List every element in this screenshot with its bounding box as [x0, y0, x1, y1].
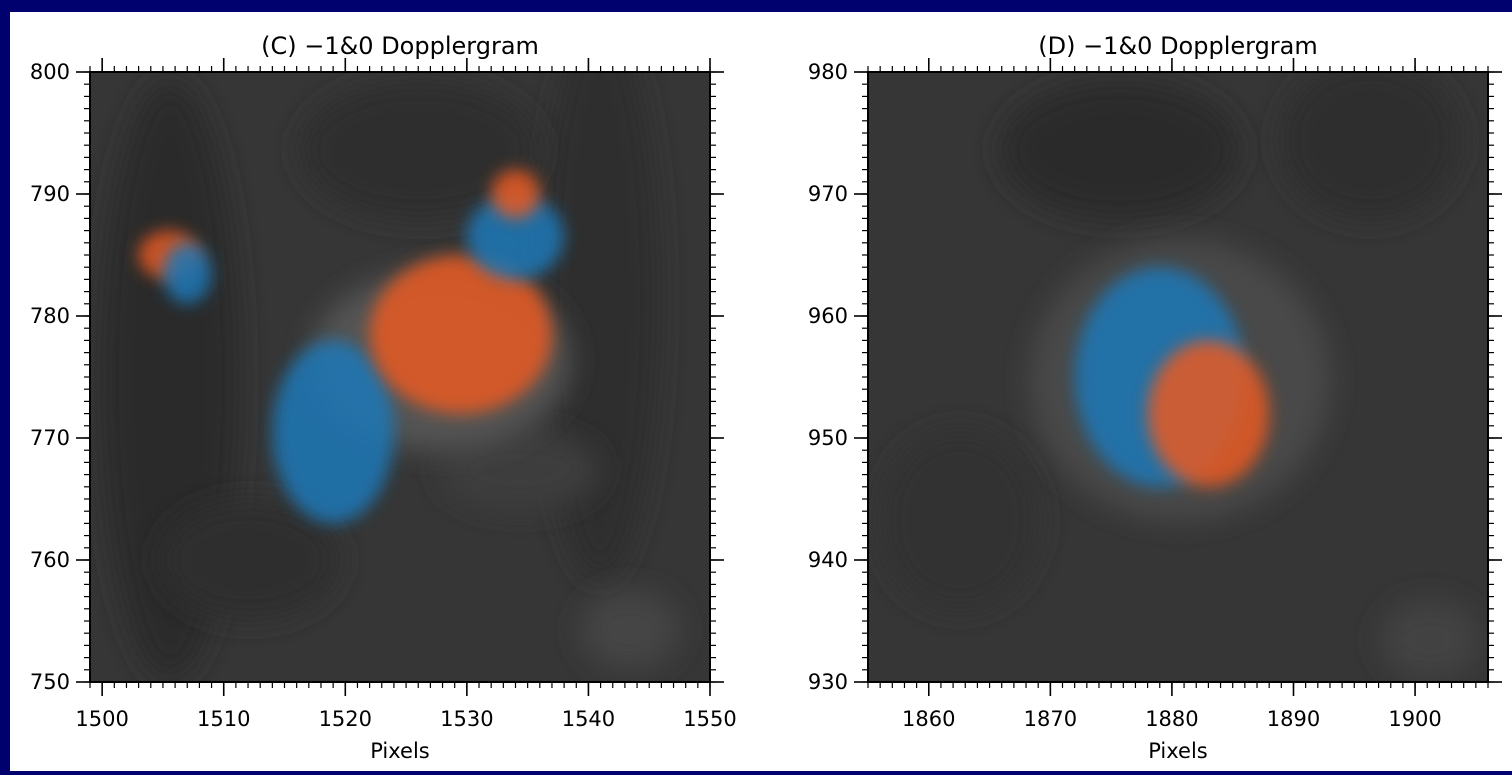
panel-d-x-axis-label: Pixels [1148, 739, 1208, 763]
y-tick-label: 960 [808, 304, 848, 328]
panel-c-redshift-feature-1 [369, 254, 552, 414]
x-tick-label: 1900 [1388, 707, 1441, 731]
x-tick-label: 1520 [319, 707, 372, 731]
panel-d-redshift-feature-1 [1147, 340, 1270, 487]
y-tick-label: 930 [808, 670, 848, 694]
y-tick-label: 950 [808, 426, 848, 450]
y-tick-label: 790 [30, 182, 70, 206]
panel-c-blueshift-feature-0 [272, 340, 394, 524]
x-tick-label: 1860 [902, 707, 955, 731]
y-tick-label: 980 [808, 60, 848, 84]
x-tick-label: 1510 [197, 707, 250, 731]
panel-d-title: (D) −1&0 Dopplergram [1038, 32, 1318, 60]
x-tick-label: 1890 [1267, 707, 1320, 731]
y-tick-label: 770 [30, 426, 70, 450]
panel-c-redshift-feature-3 [491, 169, 540, 219]
y-tick-label: 800 [30, 60, 70, 84]
y-tick-label: 780 [30, 304, 70, 328]
panel-c-title: (C) −1&0 Dopplergram [261, 32, 539, 60]
x-tick-label: 1540 [562, 707, 615, 731]
x-tick-label: 1880 [1145, 707, 1198, 731]
y-tick-label: 940 [808, 548, 848, 572]
y-tick-label: 760 [30, 548, 70, 572]
y-tick-label: 750 [30, 670, 70, 694]
panel-c-blueshift-feature-5 [162, 242, 212, 304]
x-tick-label: 1550 [683, 707, 736, 731]
y-tick-label: 970 [808, 182, 848, 206]
x-tick-label: 1870 [1024, 707, 1077, 731]
x-tick-label: 1500 [75, 707, 128, 731]
x-tick-label: 1530 [440, 707, 493, 731]
panel-c-x-axis-label: Pixels [370, 739, 430, 763]
